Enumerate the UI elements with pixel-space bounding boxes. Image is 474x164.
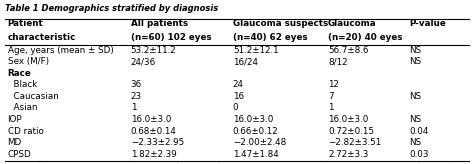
Text: (n=60) 102 eyes: (n=60) 102 eyes — [131, 33, 211, 42]
Text: characteristic: characteristic — [8, 33, 76, 42]
Text: Caucasian: Caucasian — [8, 92, 58, 101]
Text: Patient: Patient — [8, 20, 43, 29]
Text: 0.03: 0.03 — [410, 150, 429, 159]
Text: 53.2±11.2: 53.2±11.2 — [131, 46, 176, 54]
Text: −2.82±3.51: −2.82±3.51 — [328, 138, 381, 147]
Text: 1.47±1.84: 1.47±1.84 — [233, 150, 279, 159]
Text: Glaucoma: Glaucoma — [328, 20, 377, 29]
Text: P-value: P-value — [410, 20, 446, 29]
Text: 1.82±2.39: 1.82±2.39 — [131, 150, 176, 159]
Text: Sex (M/F): Sex (M/F) — [8, 57, 49, 66]
Text: CPSD: CPSD — [8, 150, 31, 159]
Text: −2.33±2.95: −2.33±2.95 — [131, 138, 184, 147]
Text: 16.0±3.0: 16.0±3.0 — [131, 115, 171, 124]
Text: 16.0±3.0: 16.0±3.0 — [328, 115, 368, 124]
Text: 12: 12 — [328, 80, 339, 89]
Text: NS: NS — [410, 138, 421, 147]
Text: Glaucoma suspects: Glaucoma suspects — [233, 20, 328, 29]
Text: All patients: All patients — [131, 20, 188, 29]
Text: NS: NS — [410, 57, 421, 66]
Text: 16: 16 — [233, 92, 244, 101]
Text: MD: MD — [8, 138, 22, 147]
Text: (n=20) 40 eyes: (n=20) 40 eyes — [328, 33, 402, 42]
Text: 0.66±0.12: 0.66±0.12 — [233, 126, 279, 135]
Text: 0.04: 0.04 — [410, 126, 428, 135]
Text: NS: NS — [410, 46, 421, 54]
Text: 8/12: 8/12 — [328, 57, 347, 66]
Text: 0.68±0.14: 0.68±0.14 — [131, 126, 176, 135]
Text: IOP: IOP — [8, 115, 22, 124]
Text: −2.00±2.48: −2.00±2.48 — [233, 138, 286, 147]
Text: Race: Race — [8, 69, 31, 78]
Text: 23: 23 — [131, 92, 142, 101]
Text: 1: 1 — [328, 103, 334, 112]
Text: NS: NS — [410, 92, 421, 101]
Text: 51.2±12.1: 51.2±12.1 — [233, 46, 278, 54]
Text: 16/24: 16/24 — [233, 57, 258, 66]
Text: 56.7±8.6: 56.7±8.6 — [328, 46, 368, 54]
Text: 0.72±0.15: 0.72±0.15 — [328, 126, 374, 135]
Text: 0: 0 — [233, 103, 238, 112]
Text: 1: 1 — [131, 103, 136, 112]
Text: CD ratio: CD ratio — [8, 126, 44, 135]
Text: Table 1 Demographics stratified by diagnosis: Table 1 Demographics stratified by diagn… — [5, 4, 218, 13]
Text: Age, years (mean ± SD): Age, years (mean ± SD) — [8, 46, 113, 54]
Text: Asian: Asian — [8, 103, 37, 112]
Text: 24/36: 24/36 — [131, 57, 156, 66]
Text: NS: NS — [410, 115, 421, 124]
Text: 2.72±3.3: 2.72±3.3 — [328, 150, 368, 159]
Text: 36: 36 — [131, 80, 142, 89]
Text: 7: 7 — [328, 92, 334, 101]
Text: 16.0±3.0: 16.0±3.0 — [233, 115, 273, 124]
Text: Black: Black — [8, 80, 37, 89]
Text: (n=40) 62 eyes: (n=40) 62 eyes — [233, 33, 308, 42]
Text: 24: 24 — [233, 80, 244, 89]
